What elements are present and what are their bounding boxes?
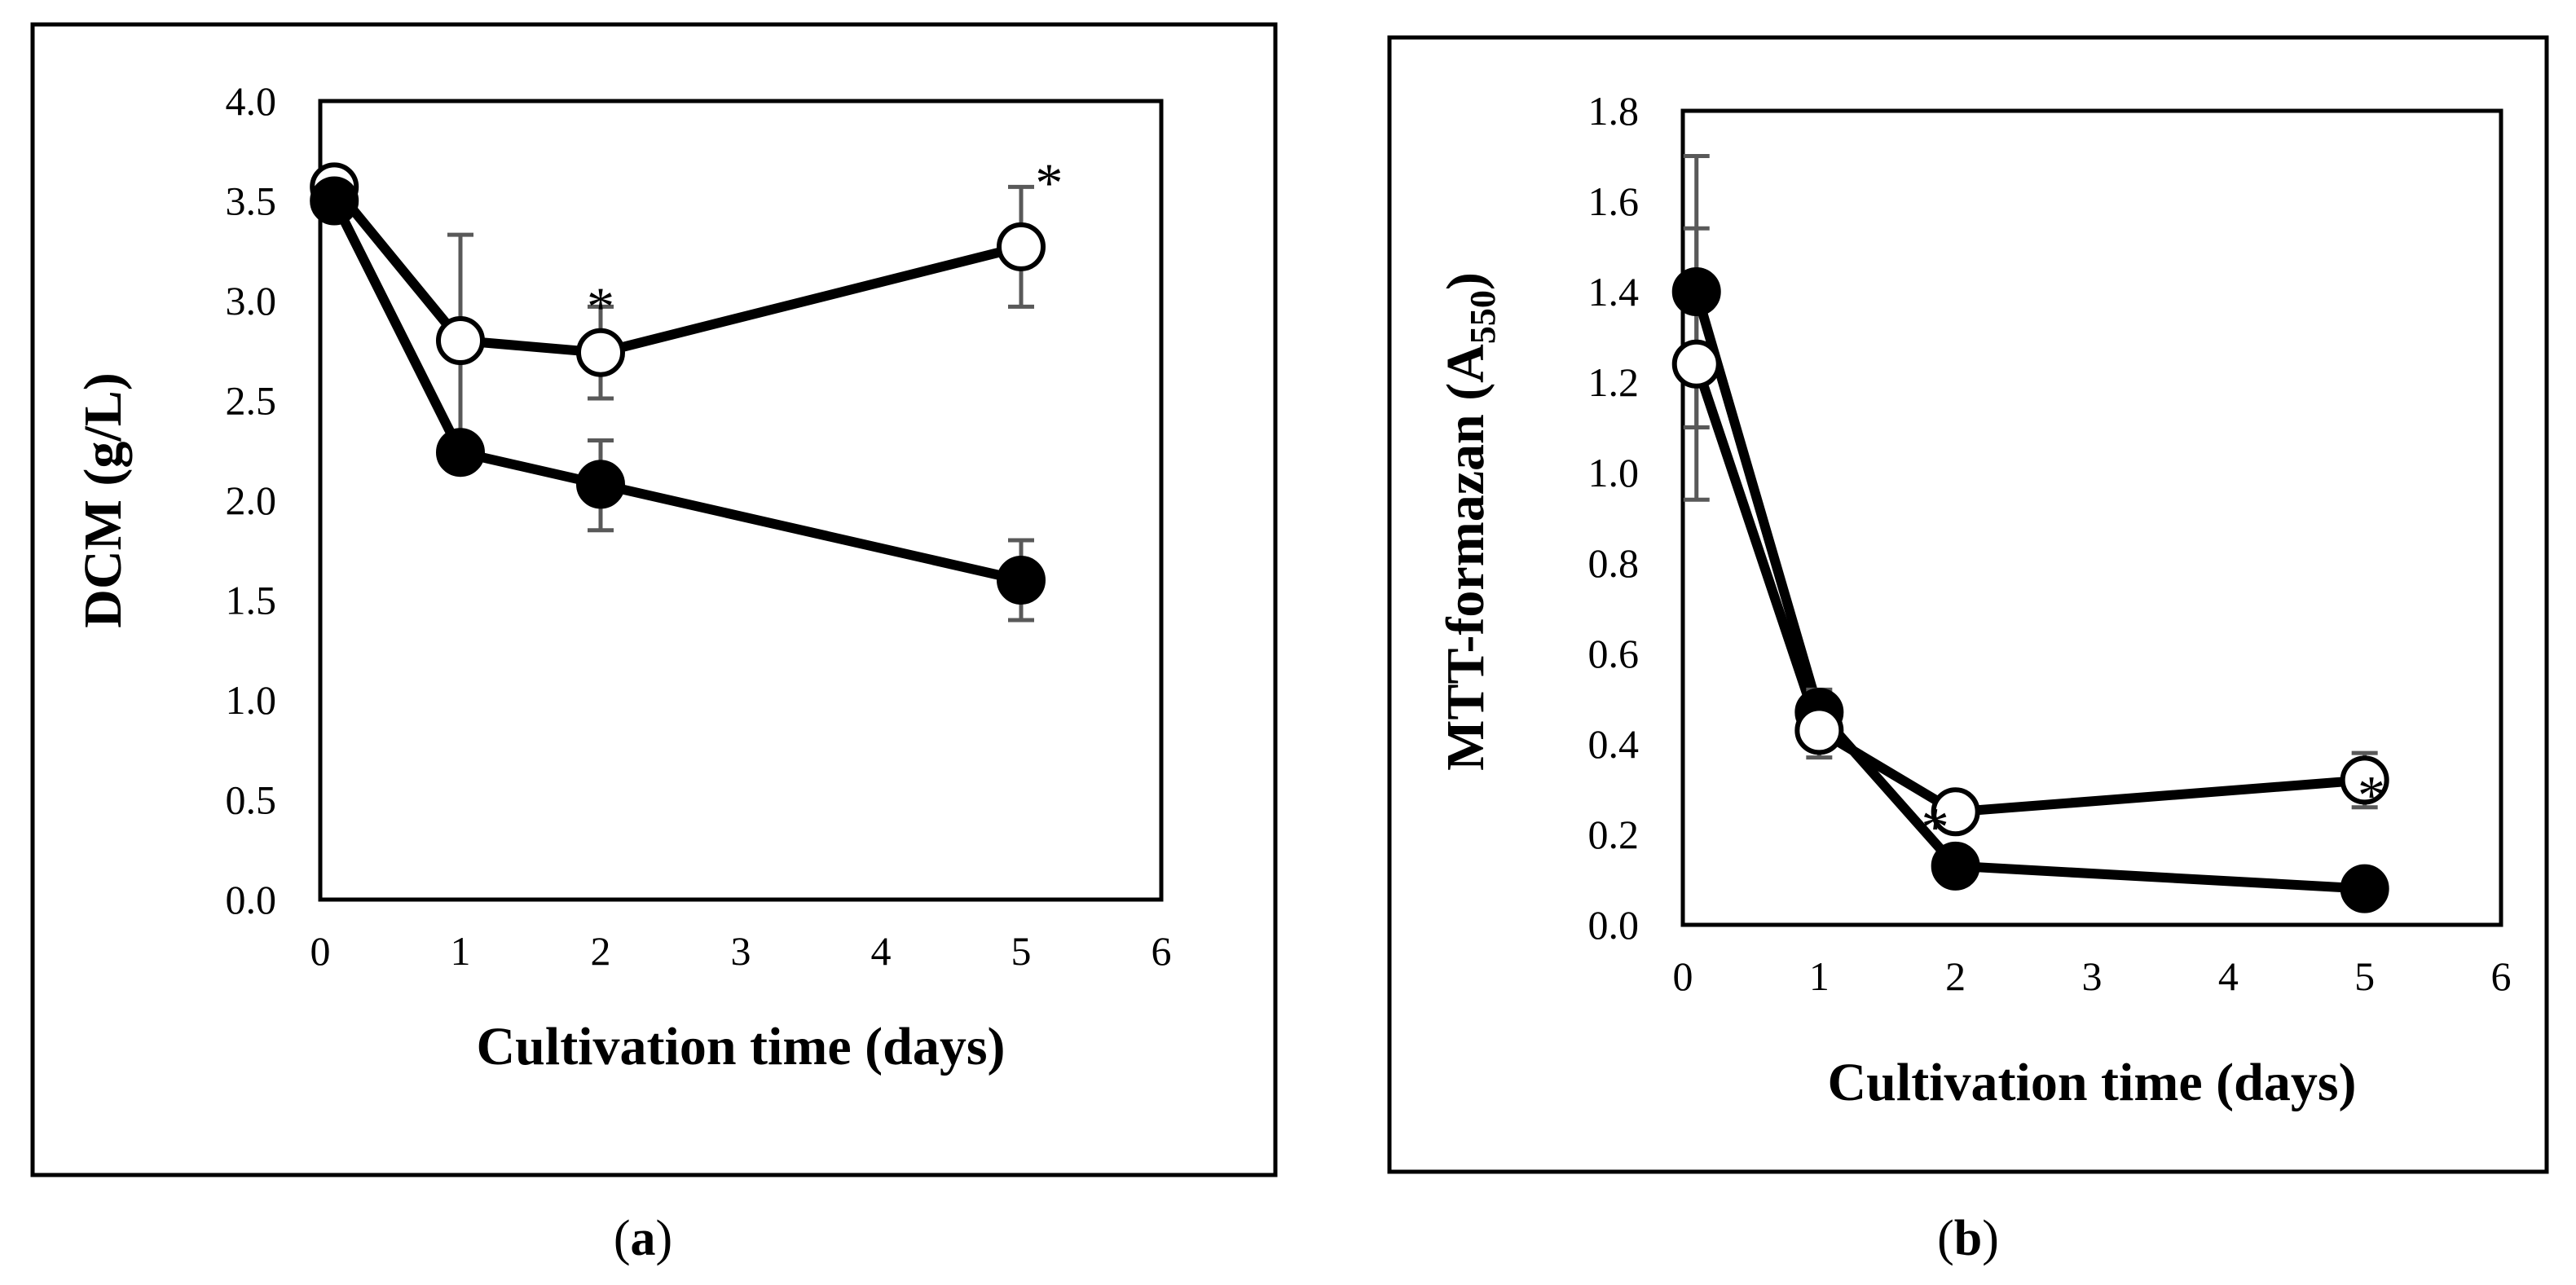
panel-b-caption: (b) [1937,1211,1999,1266]
panel-b-y-axis-title-sub: 550 [1463,290,1503,344]
panel-a-y-tick-label: 3.5 [226,178,277,224]
panel-a-caption-close: ) [656,1211,673,1266]
panel-b-y-tick-label: 1.0 [1588,450,1640,495]
panel-a-caption-letter: a [631,1211,656,1266]
panel-b-significance-marker: * [2358,764,2385,826]
panel-a-significance-marker: * [587,275,614,337]
panel-a-x-axis-title: Cultivation time (days) [477,1017,1006,1076]
panel-b: 0 1 2 3 4 5 6 0.0 0.2 0.4 0.6 0.8 1.0 1.2 1.4 1.6 1.8 Cu… [1387,35,2549,1266]
panel-b-x-tick-label: 4 [2218,953,2239,999]
panel-b-x-tick-label: 1 [1809,953,1830,999]
panel-a-frame [30,22,1278,1177]
panel-b-caption-letter: b [1954,1211,1982,1266]
panel-b-plot-area [1680,108,2503,927]
panel-a-tick-labels: 0 1 2 3 4 5 6 0.0 0.5 1.0 1.5 2.0 2.5 3.0 3.5 4.0 [226,78,1172,974]
panel-b-x-tick-label: 0 [1673,953,1693,999]
panel-a-caption-open: ( [614,1211,631,1266]
panel-a-y-tick-label: 4.0 [226,78,277,124]
panel-b-lines [1691,290,2366,894]
panel-a-point-open [576,328,625,377]
panel-b-y-tick-label: 1.4 [1588,269,1640,315]
panel-b-point-filled [1931,841,1980,891]
panel-b-series-line-open [1692,362,2366,817]
panel-b-y-tick-label: 1.8 [1588,88,1640,134]
panel-a-plot-area [318,99,1164,902]
panel-b-caption-close: ) [1982,1211,1999,1266]
panel-a-point-filled [576,460,625,509]
panel-b-x-axis-title: Cultivation time (days) [1828,1053,2357,1112]
panel-a-x-tick-label: 5 [1011,928,1032,974]
panel-b-caption-open: ( [1937,1211,1954,1266]
panel-a-x-tick-label: 4 [871,928,892,974]
panel-a-x-tick-label: 3 [731,928,751,974]
panel-a-x-tick-label: 2 [591,928,611,974]
panel-a-significance-marker: * [1035,152,1063,213]
panel-a-point-filled [997,556,1046,605]
panel-a-y-tick-label: 0.5 [226,777,277,823]
panel-a-y-tick-label: 0.0 [226,877,277,922]
panel-b-y-axis-title-end: ) [1436,272,1495,290]
panel-a-series-layer [310,162,1046,623]
panel-a-lines [329,183,1023,585]
panel-b-y-axis-title-main: MTT-formazan (A [1436,344,1495,771]
panel-a-point-filled [436,428,485,477]
panel-b-y-tick-label: 0.8 [1588,540,1640,586]
panel-a-y-tick-label: 3.0 [226,278,277,323]
panel-a: 0 1 2 3 4 5 6 0.0 0.5 1.0 1.5 2.0 2.5 3.0 3.5 4.0 Culti… [30,22,1278,1266]
panel-b-frame [1387,35,2549,1174]
panel-b-y-tick-label: 1.6 [1588,178,1640,224]
panel-b-y-tick-label: 0.6 [1588,631,1640,676]
panel-b-error-bars [1683,154,2378,810]
panel-a-point-open [436,316,485,365]
panel-a-y-tick-label: 1.0 [226,677,277,723]
panel-a-caption: (a) [614,1211,672,1266]
panel-a-point-filled [310,176,359,226]
panel-a-points [310,162,1046,605]
panel-b-y-tick-label: 1.2 [1588,359,1640,405]
panel-a-x-tick-label: 1 [451,928,471,974]
panel-b-points [1671,267,2389,913]
panel-b-point-filled [2340,864,2389,913]
panel-b-significance-marker: * [1922,795,1949,857]
panel-b-y-axis-title: MTT-formazan (A550) [1436,272,1503,771]
panel-a-y-tick-label: 2.0 [226,477,277,523]
panel-a-annotations: ** [587,152,1063,337]
panel-a-series-line-open [330,183,1023,358]
panel-b-point-open [1931,787,1980,837]
panel-b-point-open [1671,339,1721,389]
panel-b-annotations: ** [1922,764,2385,858]
panel-a-y-tick-label: 2.5 [226,378,277,424]
panel-a-point-open [997,222,1046,271]
panel-b-tick-labels: 0 1 2 3 4 5 6 0.0 0.2 0.4 0.6 0.8 1.0 1.2 1.4 1.6 1.8 [1588,88,2512,999]
panel-b-x-tick-label: 5 [2354,953,2375,999]
panel-b-y-tick-label: 0.2 [1588,812,1640,857]
panel-b-y-tick-label: 0.0 [1588,902,1640,948]
panel-b-point-open [1794,706,1844,755]
panel-b-x-tick-label: 2 [1945,953,1966,999]
panel-b-x-tick-label: 3 [2082,953,2103,999]
panel-a-x-tick-label: 0 [310,928,331,974]
panel-b-series-layer [1671,154,2389,913]
panel-b-point-open [2340,755,2389,805]
panel-b-point-filled [1671,267,1721,316]
panel-a-series-line-filled [329,198,1023,585]
panel-b-x-tick-label: 6 [2491,953,2512,999]
panel-b-y-tick-label: 0.4 [1588,721,1640,767]
panel-a-y-tick-label: 1.5 [226,578,277,623]
panel-a-y-axis-title: DCM (g/L) [73,372,133,627]
panel-b-series-line-filled [1691,290,2366,894]
panel-a-x-tick-label: 6 [1151,928,1172,974]
